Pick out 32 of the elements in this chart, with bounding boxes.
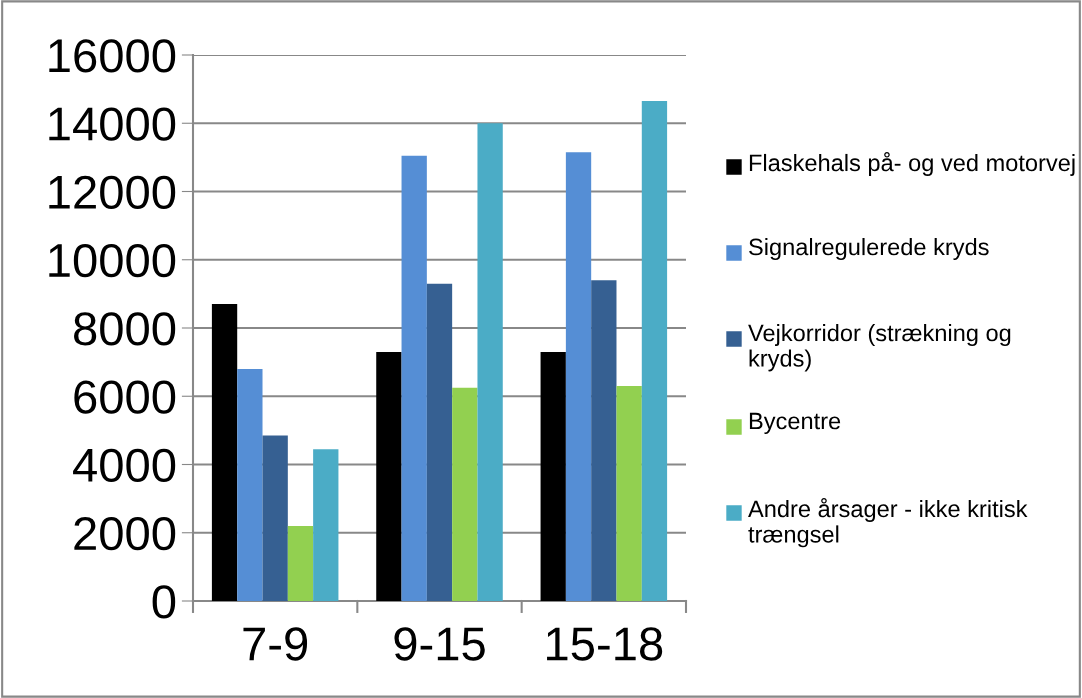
y-tick-label: 10000 <box>49 243 176 278</box>
y-tick-label: 4000 <box>73 448 176 483</box>
y-tick-label: 16000 <box>49 39 176 73</box>
y-tick-label: 6000 <box>74 380 176 414</box>
legend-label: Vejkorridor (strækning og kryds) <box>748 324 1011 372</box>
y-tick-label: 0 <box>152 585 176 619</box>
y-tick-label: 12000 <box>49 175 176 210</box>
bar <box>211 304 238 601</box>
bar <box>237 368 263 601</box>
y-tick-label: 8000 <box>74 312 176 346</box>
bar <box>452 387 478 601</box>
bar <box>477 123 503 601</box>
bar <box>426 283 453 601</box>
legend-label: Andre årsager - ikke kritisk trængsel <box>748 498 1028 548</box>
bar <box>262 435 288 601</box>
legend-label: Flaskehals på- og ved motorvej <box>749 152 1075 176</box>
y-tick-label: 14000 <box>49 107 176 141</box>
bar <box>287 525 314 601</box>
bar <box>616 386 642 601</box>
bar <box>591 280 617 601</box>
bar <box>313 449 339 601</box>
legend-label: Signalregulerede kryds <box>749 238 989 261</box>
bar <box>376 351 402 601</box>
x-tick-label: 7-9 <box>243 627 308 661</box>
bar <box>641 101 668 601</box>
bar <box>401 155 427 601</box>
x-tick-label: 15-18 <box>547 627 663 661</box>
y-tick-label: 2000 <box>74 516 176 551</box>
bar <box>540 351 566 601</box>
legend-label: Bycentre <box>749 412 841 435</box>
x-tick-label: 9-15 <box>394 627 485 661</box>
bar <box>565 152 592 601</box>
